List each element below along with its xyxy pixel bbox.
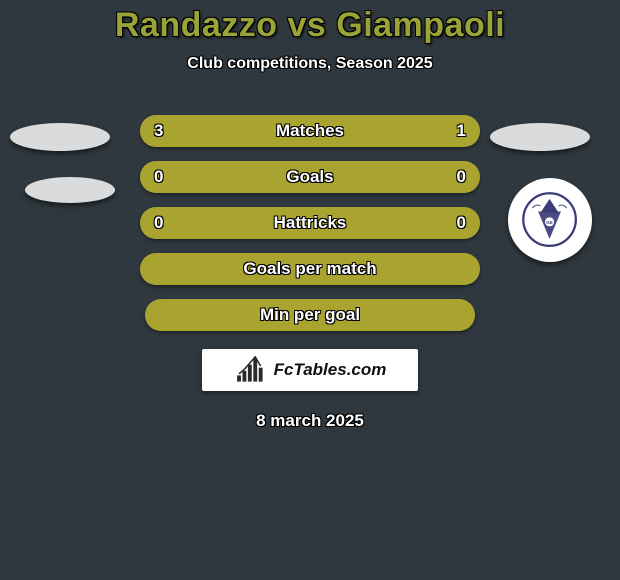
stat-value-left: 0 [154,167,163,187]
stat-row: Matches3 1 [140,115,480,147]
stat-row: Goals per match [140,253,480,285]
stat-label: Hattricks [140,213,480,233]
svg-text:GE: GE [547,221,554,226]
brand-box: FcTables.com [202,349,418,391]
subtitle: Club competitions, Season 2025 [0,55,620,73]
stat-label: Min per goal [145,305,475,325]
stat-value-right: 1 [457,121,466,141]
brand-text: FcTables.com [274,360,387,380]
stat-value-left: 0 [154,213,163,233]
side-ellipse [25,177,115,203]
stat-label: Goals per match [140,259,480,279]
stat-label: Matches [140,121,480,141]
date-label: 8 march 2025 [0,411,620,431]
page-title: Randazzo vs Giampaoli [0,6,620,45]
stat-value-right: 0 [457,213,466,233]
stat-row: Hattricks0 0 [140,207,480,239]
club-badge: GE [508,178,592,262]
brand-chart-icon [234,356,268,384]
stat-label: Goals [140,167,480,187]
side-ellipse [490,123,590,151]
stat-row: Min per goal [145,299,475,331]
stat-value-right: 0 [457,167,466,187]
stat-value-left: 3 [154,121,163,141]
club-crest-icon: GE [521,191,578,248]
side-ellipse [10,123,110,151]
stat-row: Goals0 0 [140,161,480,193]
